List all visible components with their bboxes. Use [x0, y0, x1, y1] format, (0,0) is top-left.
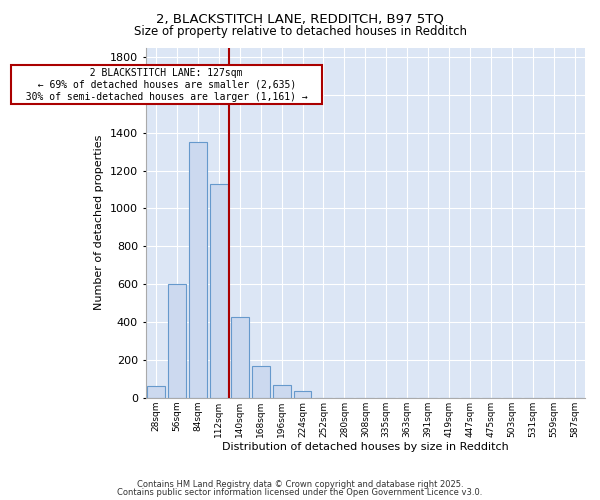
Text: Contains HM Land Registry data © Crown copyright and database right 2025.: Contains HM Land Registry data © Crown c… — [137, 480, 463, 489]
Bar — [147, 386, 165, 398]
Bar — [252, 366, 269, 398]
Bar — [168, 284, 186, 398]
Text: Contains public sector information licensed under the Open Government Licence v3: Contains public sector information licen… — [118, 488, 482, 497]
X-axis label: Distribution of detached houses by size in Redditch: Distribution of detached houses by size … — [222, 442, 509, 452]
Text: 2 BLACKSTITCH LANE: 127sqm  
  ← 69% of detached houses are smaller (2,635)  
  : 2 BLACKSTITCH LANE: 127sqm ← 69% of deta… — [14, 68, 319, 102]
Bar — [189, 142, 207, 398]
Text: Size of property relative to detached houses in Redditch: Size of property relative to detached ho… — [133, 25, 467, 38]
Bar — [273, 386, 290, 398]
Bar — [231, 318, 248, 398]
Bar — [210, 184, 228, 398]
Y-axis label: Number of detached properties: Number of detached properties — [94, 135, 104, 310]
Bar — [293, 391, 311, 398]
Text: 2, BLACKSTITCH LANE, REDDITCH, B97 5TQ: 2, BLACKSTITCH LANE, REDDITCH, B97 5TQ — [156, 12, 444, 26]
